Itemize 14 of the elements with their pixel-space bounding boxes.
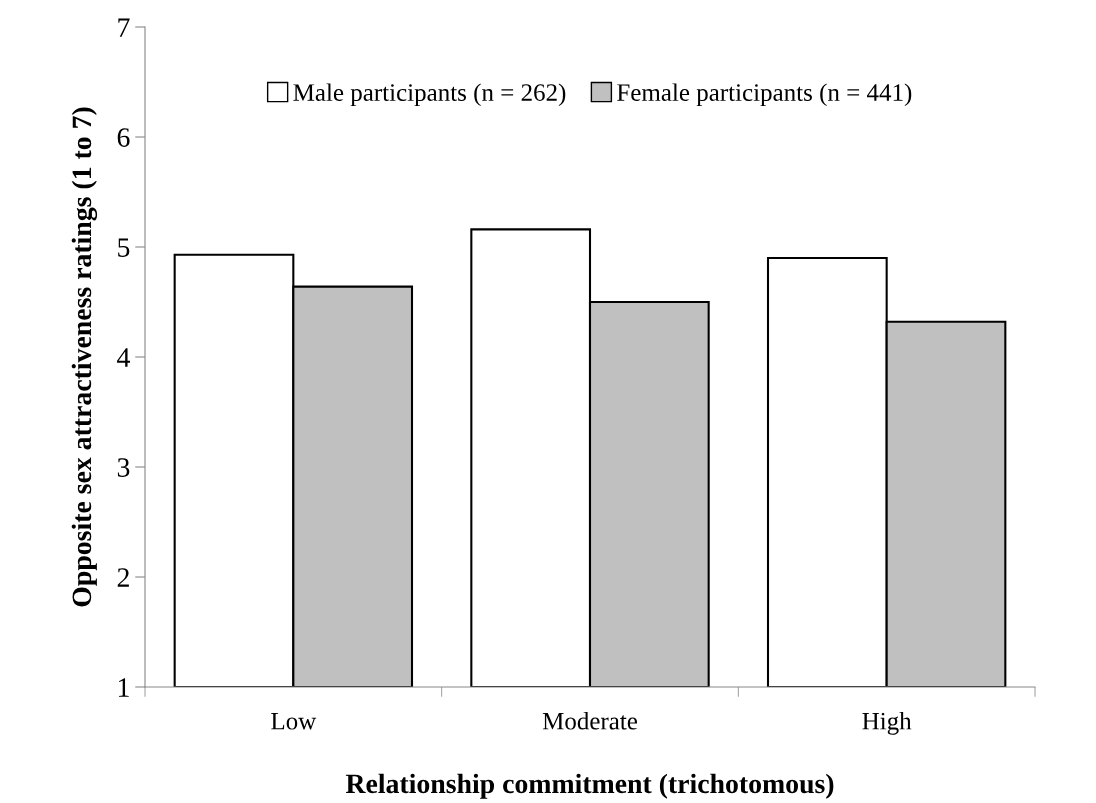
- y-tick-label: 2: [117, 568, 129, 587]
- x-axis-title: Relationship commitment (trichotomous): [345, 773, 834, 799]
- x-tick-label: High: [862, 712, 912, 735]
- legend-label: Male participants (n = 262): [293, 83, 566, 107]
- y-tick-label: 7: [118, 18, 130, 37]
- y-tick-label: 5: [118, 238, 130, 257]
- x-tick-label: Moderate: [542, 712, 638, 730]
- y-tick-label: 1: [118, 678, 129, 697]
- y-tick-label: 6: [117, 128, 130, 147]
- y-axis-title: Opposite sex attractiveness ratings (1 to 7): [71, 107, 98, 607]
- y-tick-label: 4: [117, 348, 130, 367]
- x-tick-label: Low: [271, 712, 317, 730]
- y-tick-label: 3: [117, 458, 130, 477]
- legend-label: Female participants (n = 441): [617, 83, 912, 107]
